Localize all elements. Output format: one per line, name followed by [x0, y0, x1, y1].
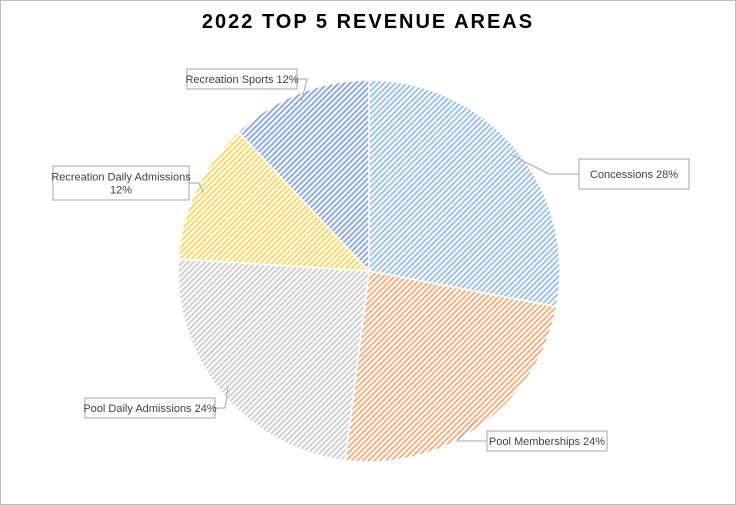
chart-title: 2022 TOP 5 REVENUE AREAS [201, 11, 535, 33]
leader-line [189, 182, 204, 194]
data-label: Concessions 28% [590, 169, 678, 181]
pie-slice-pool-daily-admissions [177, 258, 370, 462]
pie-slice-concessions [368, 79, 561, 308]
pie-slice-recreation-sports [237, 79, 370, 273]
pie-slice-recreation-daily-admissions [177, 130, 371, 272]
data-label-box [578, 158, 690, 190]
pie-slice-pool-memberships [344, 270, 558, 463]
data-label: Recreation Daily Admissions [51, 172, 191, 184]
leader-line [455, 418, 487, 442]
data-label: Pool Memberships 24% [489, 436, 605, 448]
data-label: Recreation Sports 12% [185, 74, 298, 86]
data-label-box [84, 397, 216, 419]
leader-line [297, 78, 308, 101]
leader-line [215, 387, 229, 409]
data-label-box [486, 430, 608, 452]
leader-line [509, 153, 579, 175]
data-label-box [52, 165, 190, 201]
data-label: Pool Daily Admissions 24% [83, 403, 217, 415]
data-label-box [186, 68, 298, 90]
data-label: 12% [110, 185, 132, 197]
